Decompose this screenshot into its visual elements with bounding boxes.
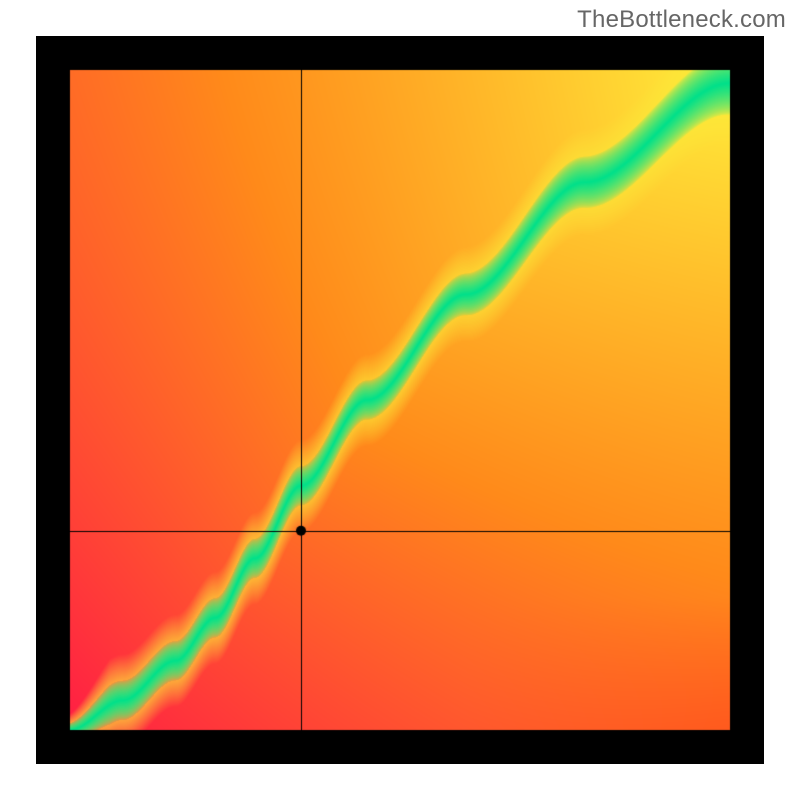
heatmap-canvas	[36, 36, 764, 764]
watermark-text: TheBottleneck.com	[577, 6, 786, 34]
chart-frame	[36, 36, 764, 764]
